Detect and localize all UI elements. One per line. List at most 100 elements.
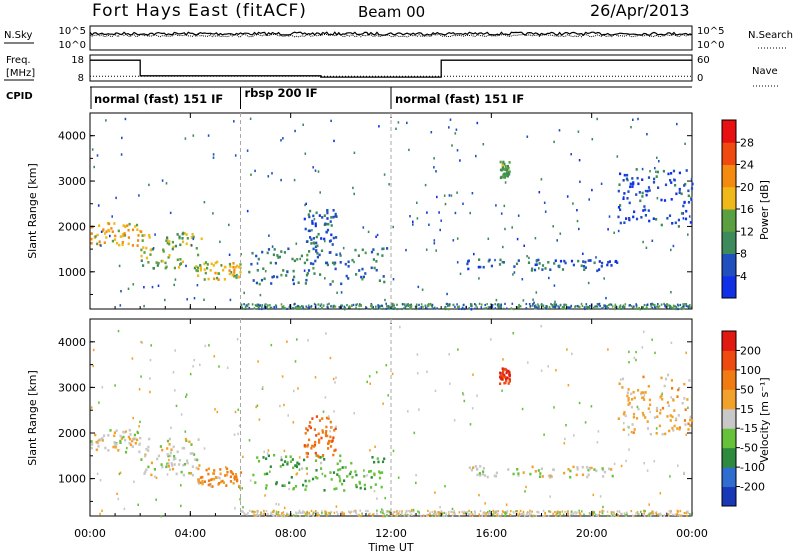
y-tick-label: 3000 [58,175,86,188]
range-cell [313,272,316,275]
range-cell [648,398,651,402]
range-cell [316,244,319,248]
ground-scatter-cell [261,307,263,311]
range-cell [535,263,538,266]
isolated-cell [635,350,637,354]
range-cell [170,462,173,465]
ground-scatter-cell [295,514,297,518]
range-cell [354,470,357,473]
range-cell [601,467,604,470]
range-cell [141,234,144,237]
ground-scatter-cell [352,510,355,513]
ground-scatter-cell [540,303,543,306]
range-cell [361,267,364,271]
isolated-cell [416,372,419,375]
range-cell [690,198,693,201]
range-cell [476,467,479,471]
colorbar-segment [722,142,736,165]
range-cell [186,237,189,240]
isolated-cell [219,240,221,243]
range-cell [304,432,307,435]
range-cell [501,374,504,378]
ground-scatter-cell [690,306,692,309]
range-cell [168,468,172,471]
range-cell [633,428,636,431]
colorbar-tick-label: 12 [740,225,754,238]
ground-scatter-cell [272,510,274,513]
range-cell [572,263,575,267]
ground-scatter-cell [301,305,303,308]
range-cell [308,438,311,442]
isolated-cell [412,508,415,512]
ground-scatter-cell [665,511,668,514]
ground-scatter-cell [492,509,494,512]
isolated-cell [294,129,296,133]
ground-scatter-cell [650,511,653,514]
range-cell [506,164,510,168]
range-cell [641,195,644,198]
ground-scatter-cell [381,511,383,514]
ground-scatter-cell [376,509,378,512]
ground-scatter-cell [587,307,590,310]
isolated-cell [599,495,602,498]
ground-scatter-cell [387,510,390,513]
isolated-cell [133,480,135,483]
ground-scatter-cell [431,514,434,517]
isolated-cell [149,377,151,380]
range-cell [101,439,104,442]
isolated-cell [127,287,130,290]
isolated-cell [111,215,113,218]
range-cell [667,373,670,377]
range-cell [305,451,308,455]
range-cell [286,270,289,274]
isolated-cell [661,392,663,395]
range-cell [188,471,191,475]
range-cell [673,424,676,428]
x-tick-label: 20:00 [576,527,608,540]
ground-scatter-cell [275,306,278,309]
ground-scatter-cell [585,305,587,308]
ground-scatter-cell [596,305,599,308]
isolated-cell [456,237,459,240]
ground-scatter-cell [336,511,338,514]
ground-scatter-cell [682,307,685,310]
isolated-cell [673,178,675,181]
range-cell [210,478,213,482]
range-cell [671,415,674,419]
range-cell [136,438,139,442]
range-cell [147,465,150,469]
isolated-cell [448,353,450,356]
isolated-cell [566,195,569,198]
ground-scatter-cell [496,510,498,513]
ground-scatter-cell [282,511,285,514]
isolated-cell [439,228,441,232]
isolated-cell [456,149,459,152]
range-cell [269,261,272,265]
range-cell [283,484,286,487]
range-cell [320,436,323,440]
range-cell [161,465,164,469]
range-cell [549,474,552,478]
isolated-cell [164,298,166,302]
ground-scatter-cell [478,514,481,517]
ground-scatter-cell [616,510,619,513]
range-cell [306,253,309,257]
isolated-cell [459,159,461,162]
ground-scatter-cell [580,510,583,513]
power-data-layer [90,117,694,311]
range-cell [324,432,327,435]
range-cell [172,445,175,449]
range-cell [174,244,178,248]
isolated-cell [91,148,94,151]
isolated-cell [312,166,314,169]
ground-scatter-cell [648,512,650,515]
range-cell [371,456,374,459]
ground-scatter-cell [663,302,665,305]
ground-scatter-cell [458,305,460,308]
range-cell [660,394,663,398]
ground-scatter-cell [452,303,455,306]
range-cell [238,484,241,488]
ground-scatter-cell [561,510,564,513]
isolated-cell [462,392,464,395]
